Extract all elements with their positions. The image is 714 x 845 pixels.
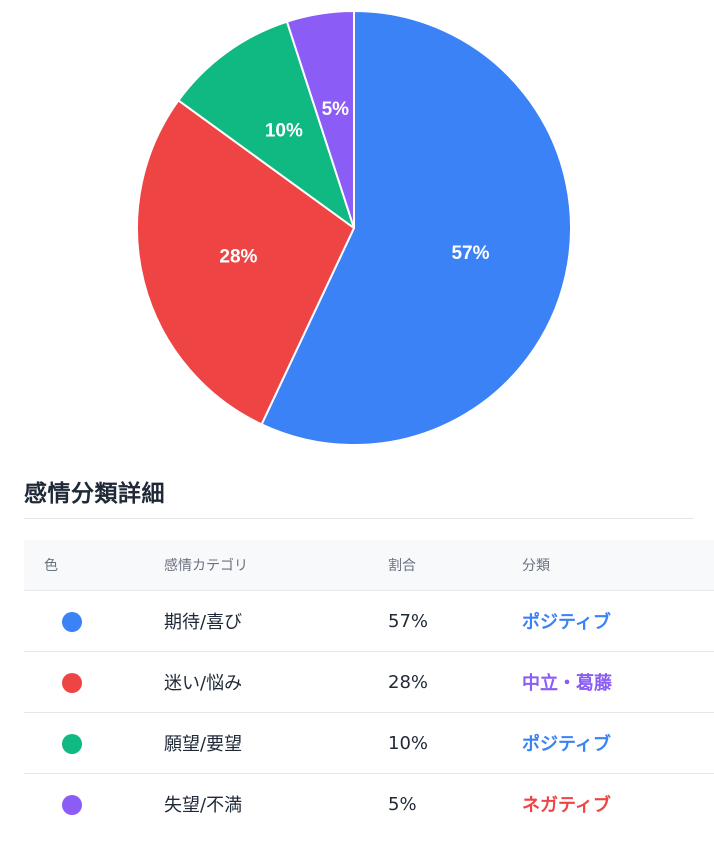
pie-slice-label-4: 5% — [322, 99, 350, 120]
category-cell: 願望/要望 — [164, 712, 388, 774]
pie-slice-1 — [260, 10, 572, 446]
classification-cell: ネガティブ — [522, 795, 611, 816]
ratio-cell: 28% — [388, 651, 522, 713]
pie-slice-label-3: 10% — [265, 120, 303, 141]
pie-slice-2 — [136, 99, 355, 426]
category-cell: 失望/不満 — [164, 795, 243, 816]
color-dot — [62, 733, 82, 754]
table-header-row: 色 感情カテゴリ 割合 分類 — [24, 540, 714, 591]
header-category: 感情カテゴリ — [164, 540, 388, 591]
color-dot — [62, 672, 82, 693]
ratio-cell: 10% — [388, 712, 522, 774]
title-divider — [24, 518, 694, 519]
table-row: 迷い/悩み 28% 中立・葛藤 — [24, 651, 714, 713]
pie-slice-3 — [177, 20, 355, 229]
header-classification: 分類 — [522, 540, 714, 591]
table-row: 願望/要望 10% ポジティブ — [24, 712, 714, 774]
header-color: 色 — [24, 540, 164, 591]
ratio-cell: 5% — [388, 793, 417, 815]
pie-chart-svg: 57% 28% 10% 5% — [136, 10, 572, 446]
category-cell: 期待/喜び — [164, 590, 388, 652]
category-cell: 迷い/悩み — [164, 651, 388, 713]
pie-slice-label-1: 57% — [451, 243, 489, 264]
pie-slice-label-2: 28% — [219, 247, 257, 268]
color-dot — [62, 611, 82, 632]
color-dot — [62, 794, 82, 815]
ratio-cell: 57% — [388, 590, 522, 652]
table-row: 期待/喜び 57% ポジティブ — [24, 590, 714, 652]
classification-cell: ポジティブ — [522, 712, 714, 774]
emotion-detail-table: 色 感情カテゴリ 割合 分類 期待/喜び 57% ポジティブ 迷い/悩み 28%… — [24, 540, 714, 834]
detail-section-title: 感情分類詳細 — [24, 481, 165, 507]
emotion-pie-chart: 57% 28% 10% 5% — [136, 10, 572, 446]
table-row: 失望/不満 5% ネガティブ — [24, 774, 714, 835]
header-ratio: 割合 — [388, 540, 522, 591]
pie-slice-4 — [285, 10, 355, 229]
classification-cell: ポジティブ — [522, 590, 714, 652]
classification-cell: 中立・葛藤 — [522, 651, 714, 713]
